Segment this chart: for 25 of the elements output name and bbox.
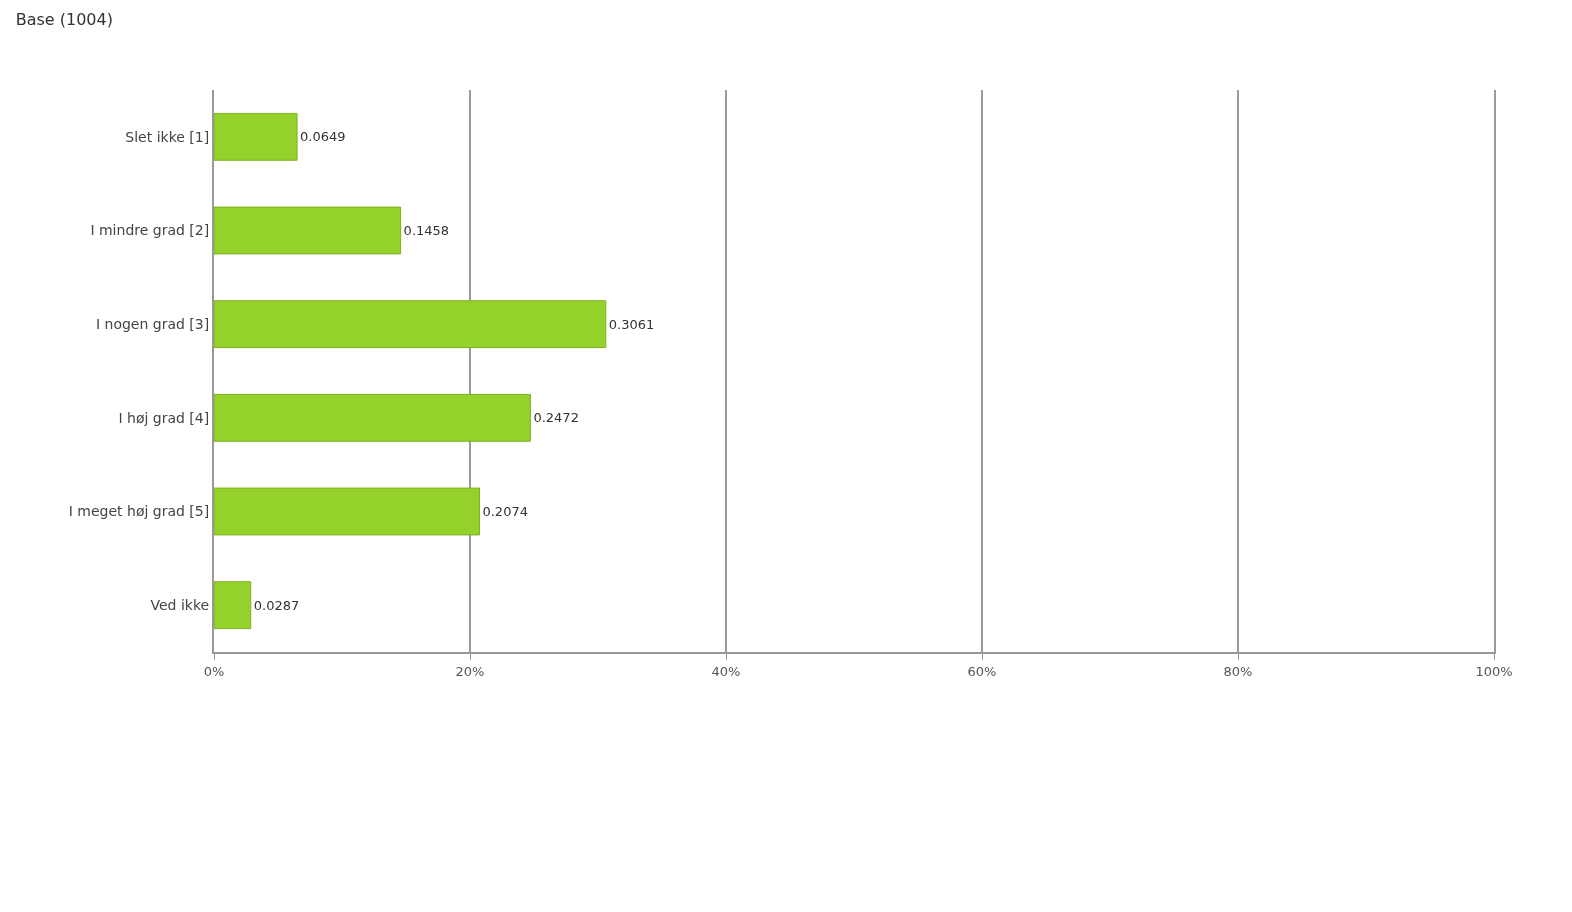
x-tick-label: 60% xyxy=(967,663,997,679)
y-tick-label: I meget høj grad [5] xyxy=(68,503,210,520)
bar xyxy=(214,487,480,536)
bar xyxy=(214,112,298,161)
x-tick-label: 0% xyxy=(203,663,225,679)
y-tick-label: Ved ikke xyxy=(150,597,210,614)
y-tick-label: Slet ikke [1] xyxy=(125,128,210,145)
data-label: 0.0287 xyxy=(253,597,300,613)
data-label: 0.1458 xyxy=(403,223,450,238)
bar xyxy=(214,300,607,349)
x-tick-label: 20% xyxy=(455,663,485,679)
data-label: 0.0649 xyxy=(300,129,346,145)
data-label: 0.2074 xyxy=(482,504,528,519)
bar xyxy=(214,581,252,630)
x-tick-label: 80% xyxy=(1223,663,1253,679)
y-tick-label: I nogen grad [3] xyxy=(95,316,210,333)
data-label: 0.2472 xyxy=(533,410,579,426)
bar xyxy=(214,206,402,255)
y-tick-label: I mindre grad [2] xyxy=(90,222,210,239)
text: Base (1004) xyxy=(15,9,113,29)
x-tick-label: 40% xyxy=(711,663,741,679)
y-tick-label: I høj grad [4] xyxy=(118,409,210,426)
data-label: 0.3061 xyxy=(608,316,655,332)
x-tick-label: 100% xyxy=(1475,663,1513,679)
bar xyxy=(214,393,531,442)
